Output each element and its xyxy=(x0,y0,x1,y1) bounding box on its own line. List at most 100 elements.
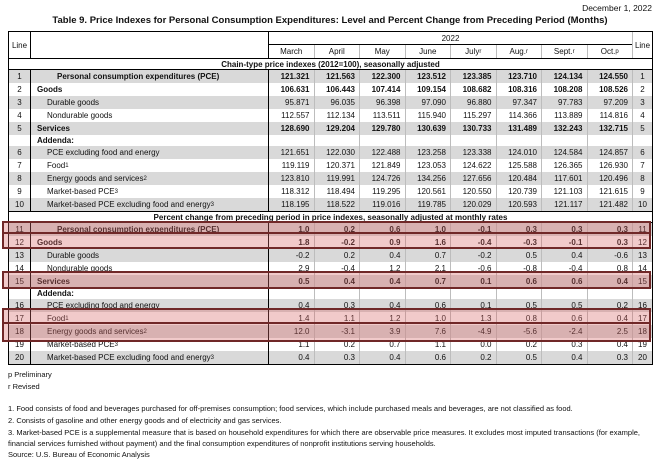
empty-value-cell xyxy=(586,135,633,146)
row-label-text: Personal consumption expenditures (PCE) xyxy=(57,72,220,81)
value-cell: -0.4 xyxy=(541,262,587,275)
section-header: Chain-type price indexes (2012=100), sea… xyxy=(9,59,652,70)
value-cell: 1.2 xyxy=(359,262,405,275)
line-number-left: 16 xyxy=(9,299,31,312)
value-cell: 0.5 xyxy=(495,299,542,312)
value-cell: 0.0 xyxy=(450,338,496,351)
value-cell: 121.563 xyxy=(313,70,360,83)
line-number-cell xyxy=(9,135,31,146)
line-number-right: 12 xyxy=(632,236,652,249)
month-header-may: May xyxy=(359,45,405,58)
line-number-left: 5 xyxy=(9,122,31,135)
row-label: Goods xyxy=(31,83,268,96)
value-cell: 119.295 xyxy=(359,185,405,198)
month-label: Sept. xyxy=(553,47,573,56)
value-cell: 0.5 xyxy=(495,351,542,364)
value-cell: 97.209 xyxy=(586,96,633,109)
value-cell: 121.321 xyxy=(268,70,314,83)
value-cell: 130.733 xyxy=(450,122,496,135)
value-cell: 120.371 xyxy=(313,159,360,172)
value-cell: 0.8 xyxy=(586,262,633,275)
table-row-line-1: 1 Personal consumption expenditures (PCE)… xyxy=(9,70,652,83)
month-label: June xyxy=(419,47,437,56)
month-label: July xyxy=(465,47,480,56)
value-cell: 0.6 xyxy=(359,223,405,236)
line-header-left: Line xyxy=(9,32,31,58)
value-cell: -4.9 xyxy=(450,325,496,338)
empty-value-cell xyxy=(313,135,360,146)
value-cell: 1.2 xyxy=(359,312,405,325)
table-row-line-12: 12 Goods 1.8 -0.2 0.9 1.6 -0.4 -0.3 -0.1 0.3 12 xyxy=(9,236,652,249)
row-label-text: Goods xyxy=(37,85,63,94)
row-label: Market-based PCE excluding food and ener… xyxy=(47,353,214,362)
preliminary-note: p Preliminary xyxy=(8,370,52,379)
line-number-left: 11 xyxy=(9,223,31,236)
value-cell: 0.6 xyxy=(541,275,587,288)
empty-value-cell xyxy=(495,288,542,299)
footnote-1: 1. Food consists of food and beverages p… xyxy=(8,404,573,413)
line-number-right: 18 xyxy=(632,325,652,338)
value-cell: 121.103 xyxy=(541,185,587,198)
value-cell: 121.849 xyxy=(359,159,405,172)
pce-price-index-table: Line 2022 March April May June July r Aug. r Sep… xyxy=(8,31,653,365)
value-cell: 0.4 xyxy=(359,275,405,288)
line-number-right: 11 xyxy=(632,223,652,236)
value-cell: -2.4 xyxy=(541,325,587,338)
value-cell: 123.512 xyxy=(404,70,451,83)
value-cell: 0.3 xyxy=(586,223,633,236)
value-cell: 0.6 xyxy=(495,275,542,288)
value-cell: 120.550 xyxy=(450,185,496,198)
value-cell: 0.4 xyxy=(586,275,633,288)
value-cell: 130.639 xyxy=(404,122,451,135)
value-cell: 0.5 xyxy=(495,249,542,262)
empty-value-cell xyxy=(450,288,496,299)
value-cell: 122.030 xyxy=(313,146,360,159)
value-cell: 7.6 xyxy=(404,325,451,338)
row-label-text: Durable goods xyxy=(47,251,100,260)
month-label: April xyxy=(328,47,345,56)
value-cell: 121.615 xyxy=(586,185,633,198)
value-cell: 121.651 xyxy=(268,146,314,159)
row-label: Energy goods and services 2 xyxy=(47,327,147,336)
value-cell: 96.398 xyxy=(359,96,405,109)
line-number-right: 20 xyxy=(632,351,652,364)
line-number-right: 1 xyxy=(632,70,652,83)
value-cell: 0.8 xyxy=(495,312,542,325)
value-cell: -0.1 xyxy=(541,236,587,249)
value-cell: 123.810 xyxy=(268,172,314,185)
value-cell: 0.3 xyxy=(495,223,542,236)
row-label-text: Market-based PCE xyxy=(47,187,115,196)
value-cell: 134.256 xyxy=(404,172,451,185)
value-cell: 1.1 xyxy=(404,338,451,351)
value-cell: 122.300 xyxy=(359,70,405,83)
value-cell: 121.117 xyxy=(541,198,587,211)
row-label-text: Nondurable goods xyxy=(47,264,113,273)
row-label-text: Food xyxy=(47,161,66,170)
table-body: Chain-type price indexes (2012=100), sea… xyxy=(9,59,652,364)
value-cell: 0.9 xyxy=(359,236,405,249)
value-cell: -0.8 xyxy=(495,262,542,275)
line-number-right: 19 xyxy=(632,338,652,351)
value-cell: 120.593 xyxy=(495,198,542,211)
value-cell: 2.5 xyxy=(586,325,633,338)
value-cell: 96.035 xyxy=(313,96,360,109)
table-row-line-6: 6 PCE excluding food and energy 121.651 122… xyxy=(9,146,652,159)
line-number-left: 10 xyxy=(9,198,31,211)
value-cell: 123.338 xyxy=(450,146,496,159)
value-cell: 115.297 xyxy=(450,109,496,122)
table-row-line-2: 2 Goods 106.631 106.443 107.414 109.154 108.68… xyxy=(9,83,652,96)
value-cell: 119.119 xyxy=(268,159,314,172)
value-cell: 124.726 xyxy=(359,172,405,185)
line-number-left: 15 xyxy=(9,275,31,288)
table-row-line-15: 15 Services 0.5 0.4 0.4 0.7 0.1 0.6 0.6 0.4 15 xyxy=(9,275,652,288)
value-cell: 0.2 xyxy=(313,338,360,351)
row-label-text: Personal consumption expenditures (PCE) xyxy=(57,225,220,234)
month-header-oct: Oct. p xyxy=(586,45,633,58)
value-cell: 114.366 xyxy=(495,109,542,122)
value-cell: 0.4 xyxy=(359,351,405,364)
row-label-text: Durable goods xyxy=(47,98,100,107)
value-cell: 132.715 xyxy=(586,122,633,135)
month-header-march: March xyxy=(269,45,314,58)
row-label-text: Energy goods and services xyxy=(47,327,144,336)
value-cell: 0.4 xyxy=(359,249,405,262)
